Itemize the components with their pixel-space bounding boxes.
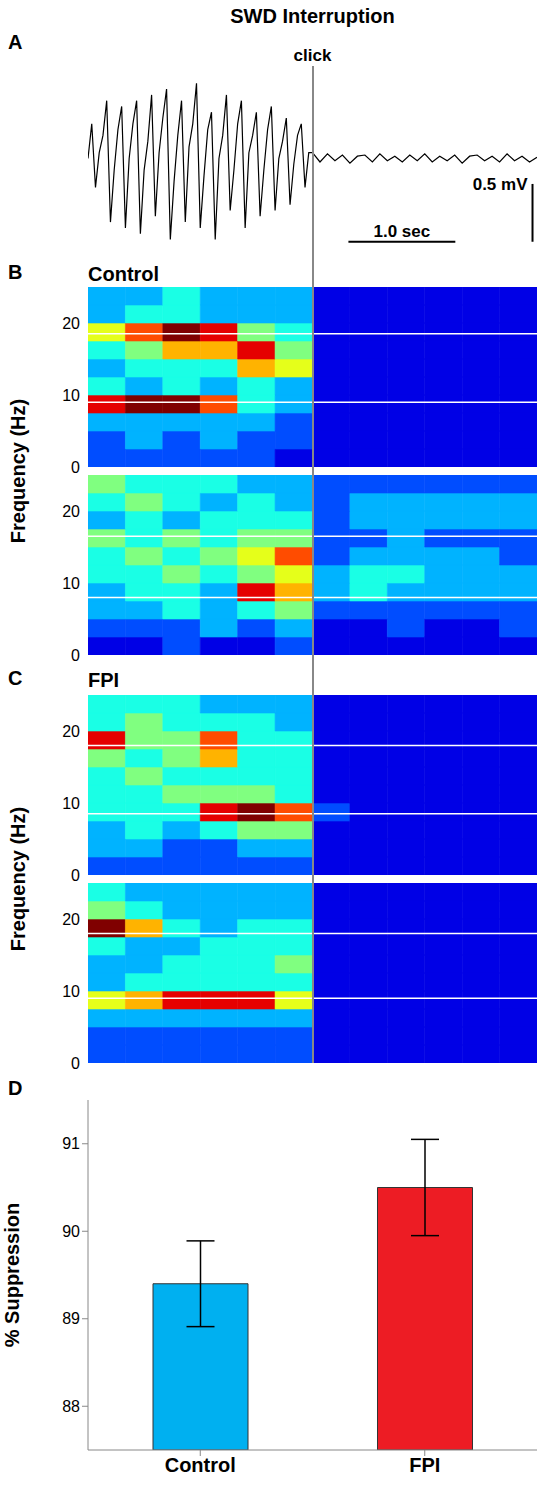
- svg-text:20: 20: [62, 723, 80, 740]
- html-text:Frequency (Hz): Frequency (Hz): [7, 806, 29, 952]
- svg-text:88: 88: [62, 1398, 80, 1415]
- svg-text:89: 89: [62, 1310, 80, 1327]
- svg-text:% Suppression: % Suppression: [1, 1203, 23, 1347]
- svg-text:10: 10: [62, 983, 80, 1000]
- svg-text:0: 0: [71, 867, 80, 883]
- html-text:C: C: [8, 667, 23, 689]
- svg-text:click: click: [294, 46, 332, 65]
- svg-text:90: 90: [62, 1223, 80, 1240]
- html-text:Control: Control: [88, 263, 160, 285]
- html-text:A: A: [8, 31, 23, 53]
- svg-text:10: 10: [62, 387, 80, 404]
- svg-text:0: 0: [71, 647, 80, 663]
- html-text:SWD Interruption: SWD Interruption: [230, 5, 395, 27]
- svg-text:0: 0: [71, 1055, 80, 1071]
- svg-text:10: 10: [62, 575, 80, 592]
- svg-text:Control: Control: [165, 1454, 236, 1476]
- svg-text:91: 91: [62, 1135, 80, 1152]
- svg-text:0: 0: [71, 459, 80, 475]
- svg-text:1.0 sec: 1.0 sec: [374, 222, 431, 241]
- html-text:Frequency (Hz): Frequency (Hz): [7, 398, 29, 544]
- svg-text:20: 20: [62, 911, 80, 928]
- html-text:D: D: [8, 1077, 23, 1099]
- html-text:B: B: [8, 261, 23, 283]
- svg-text:10: 10: [62, 795, 80, 812]
- svg-text:20: 20: [62, 315, 80, 332]
- svg-text:20: 20: [62, 503, 80, 520]
- svg-text:0.5 mV: 0.5 mV: [473, 175, 528, 194]
- svg-text:FPI: FPI: [409, 1454, 440, 1476]
- html-text:FPI: FPI: [88, 669, 120, 691]
